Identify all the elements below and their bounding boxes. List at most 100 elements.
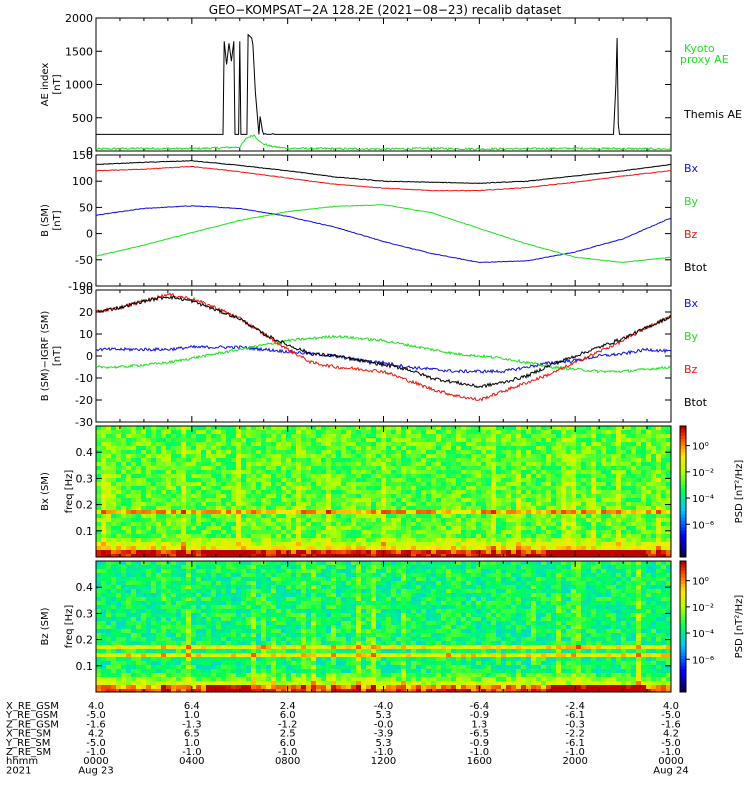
spectrogram-cell [656, 458, 661, 462]
spectrogram-cell [601, 446, 606, 450]
spectrogram-cell [656, 514, 661, 518]
spectrogram-cell [626, 573, 631, 577]
spectrogram-cell [626, 438, 631, 442]
spectrogram-cell [256, 510, 261, 514]
spectrogram-cell [256, 538, 261, 542]
spectrogram-cell [391, 577, 396, 581]
spectrogram-cell [336, 498, 341, 502]
spectrogram-cell [361, 430, 366, 434]
spectrogram-cell [471, 510, 476, 514]
spectrogram-cell [486, 569, 491, 573]
spectrogram-cell [241, 490, 246, 494]
panel-3-frame [95, 289, 672, 423]
spectrogram-cell [621, 506, 626, 510]
spectrogram-cell [96, 490, 101, 494]
spectrogram-cell [431, 494, 436, 498]
spectrogram-cell [251, 530, 256, 534]
spectrogram-cell [151, 546, 156, 550]
spectrogram-cell [251, 442, 256, 446]
spectrogram-cell [531, 442, 536, 446]
spectrogram-cell [361, 534, 366, 538]
spectrogram-cell [221, 514, 226, 518]
spectrogram-cell [531, 546, 536, 550]
spectrogram-cell [506, 546, 511, 550]
spectrogram-cell [411, 514, 416, 518]
spectrogram-cell [156, 589, 161, 593]
spectrogram-cell [666, 446, 671, 450]
spectrogram-cell [266, 534, 271, 538]
spectrogram-cell [411, 581, 416, 585]
spectrogram-cell [361, 522, 366, 526]
spectrogram-cell [346, 470, 351, 474]
spectrogram-cell [241, 518, 246, 522]
spectrogram-cell [551, 454, 556, 458]
spectrogram-cell [486, 577, 491, 581]
spectrogram-cell [111, 585, 116, 589]
spectrogram-cell [156, 526, 161, 530]
spectrogram-cell [401, 474, 406, 478]
spectrogram-cell [581, 450, 586, 454]
spectrogram-cell [476, 526, 481, 530]
spectrogram-cell [241, 462, 246, 466]
spectrogram-cell [191, 462, 196, 466]
spectrogram-cell [251, 514, 256, 518]
spectrogram-cell [226, 589, 231, 593]
spectrogram-cell [456, 482, 461, 486]
spectrogram-cell [446, 450, 451, 454]
spectrogram-cell [356, 442, 361, 446]
legend-bz: Bz [684, 228, 698, 241]
spectrogram-cell [286, 561, 291, 565]
spectrogram-cell [501, 546, 506, 550]
spectrogram-cell [221, 474, 226, 478]
spectrogram-cell [196, 490, 201, 494]
spectrogram-cell [156, 546, 161, 550]
spectrogram-cell [536, 466, 541, 470]
spectrogram-cell [376, 454, 381, 458]
spectrogram-cell [661, 510, 666, 514]
spectrogram-cell [121, 502, 126, 506]
spectrogram-cell [496, 546, 501, 550]
spectrogram-cell [496, 462, 501, 466]
spectrogram-cell [151, 573, 156, 577]
spectrogram-cell [456, 546, 461, 550]
spectrogram-cell [646, 530, 651, 534]
spectrogram-cell [636, 498, 641, 502]
spectrogram-cell [501, 565, 506, 569]
spectrogram-cell [331, 502, 336, 506]
spectrogram-cell [276, 430, 281, 434]
spectrogram-cell [431, 522, 436, 526]
spectrogram-cell [496, 522, 501, 526]
spectrogram-cell [626, 446, 631, 450]
spectrogram-cell [411, 502, 416, 506]
spectrogram-cell [631, 446, 636, 450]
spectrogram-cell [266, 510, 271, 514]
spectrogram-cell [446, 510, 451, 514]
spectrogram-cell [301, 430, 306, 434]
spectrogram-cell [276, 550, 281, 554]
spectrogram-cell [421, 438, 426, 442]
spectrogram-cell [116, 450, 121, 454]
spectrogram-cell [156, 502, 161, 506]
spectrogram-cell [456, 466, 461, 470]
spectrogram-cell [336, 550, 341, 554]
spectrogram-cell [171, 589, 176, 593]
spectrogram-cell [366, 581, 371, 585]
spectrogram-cell [541, 462, 546, 466]
spectrogram-cell [646, 494, 651, 498]
spectrogram-cell [251, 426, 256, 430]
spectrogram-cell [461, 426, 466, 430]
spectrogram-cell [651, 466, 656, 470]
spectrogram-cell [261, 450, 266, 454]
spectrogram-cell [276, 518, 281, 522]
spectrogram-cell [551, 450, 556, 454]
spectrogram-cell [581, 466, 586, 470]
spectrogram-cell [96, 569, 101, 573]
spectrogram-cell [461, 466, 466, 470]
spectrogram-cell [321, 581, 326, 585]
spectrogram-cell [616, 450, 621, 454]
spectrogram-cell [641, 430, 646, 434]
spectrogram-cell [246, 466, 251, 470]
spectrogram-cell [596, 534, 601, 538]
spectrogram-cell [371, 462, 376, 466]
spectrogram-cell [206, 454, 211, 458]
